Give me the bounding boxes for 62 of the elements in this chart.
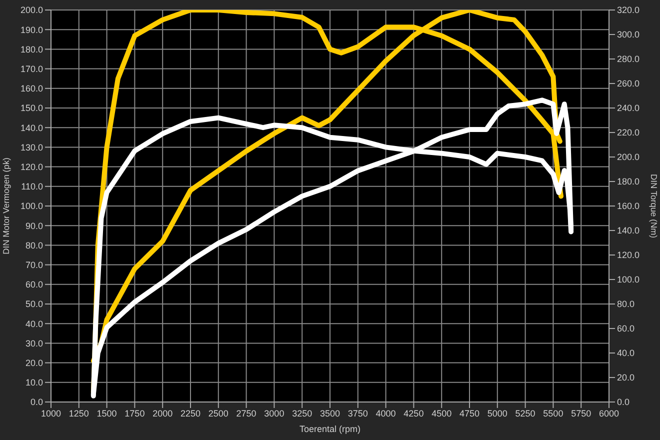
y-tick-label: 160.0 (20, 84, 43, 94)
x-tick-label: 2250 (180, 408, 201, 418)
y2-tick-label: 220.0 (617, 128, 640, 138)
y-axis-title: DIN Motor Vermogen (pk) (1, 157, 12, 254)
y-tick-label: 50.0 (25, 299, 43, 310)
y-tick-label: 130.0 (20, 142, 43, 152)
y-tick-label: 110.0 (21, 182, 43, 192)
y-tick-label: 150.0 (20, 103, 43, 114)
y-tick-label: 90.0 (25, 220, 43, 231)
x-tick-label: 2750 (236, 408, 256, 418)
y2-tick-label: 40.0 (617, 348, 635, 358)
x-tick-label: 5500 (543, 408, 564, 418)
y-tick-label: 120.0 (20, 162, 43, 172)
y-tick-label: 100.0 (20, 201, 43, 212)
x-tick-label: 3500 (320, 408, 340, 418)
y-tick-label: 170.0 (20, 64, 43, 74)
x-tick-label: 2000 (152, 408, 173, 418)
y2-tick-label: 120.0 (617, 250, 640, 260)
y2-tick-label: 160.0 (617, 201, 640, 212)
x-tick-label: 2500 (208, 408, 228, 418)
y2-tick-label: 240.0 (617, 103, 640, 114)
y2-tick-label: 280.0 (617, 54, 640, 64)
y2-tick-label: 260.0 (617, 78, 640, 89)
y-tick-label: 0.0 (30, 397, 43, 408)
x-tick-label: 5250 (515, 408, 536, 418)
y-tick-label: 200.0 (20, 5, 43, 16)
y-tick-label: 30.0 (25, 338, 43, 348)
x-tick-label: 4250 (404, 408, 424, 418)
x-tick-label: 1750 (124, 408, 145, 418)
x-tick-label: 3000 (264, 408, 284, 418)
y-tick-label: 70.0 (25, 260, 43, 270)
x-tick-label: 4750 (459, 408, 480, 418)
y-tick-label: 60.0 (25, 280, 43, 290)
x-tick-label: 4000 (376, 408, 396, 418)
y2-tick-label: 80.0 (617, 299, 635, 310)
x-tick-label: 4500 (432, 408, 452, 418)
y2-tick-label: 100.0 (617, 274, 640, 285)
y-tick-label: 80.0 (25, 240, 43, 250)
y2-tick-label: 200.0 (617, 152, 640, 162)
y2-axis-title: DIN Torque (Nm) (648, 174, 659, 238)
y-tick-label: 140.0 (20, 122, 43, 133)
y-tick-label: 10.0 (25, 378, 43, 388)
y-tick-label: 20.0 (25, 358, 43, 368)
x-tick-label: 1500 (96, 408, 117, 418)
y2-tick-label: 140.0 (617, 226, 640, 236)
y-tick-label: 180.0 (20, 44, 43, 54)
x-tick-label: 1250 (68, 408, 89, 418)
y2-tick-label: 20.0 (617, 372, 635, 383)
x-tick-label: 6000 (598, 408, 620, 418)
x-tick-label: 1000 (40, 408, 62, 418)
x-axis-title: Toerental (rpm) (299, 424, 361, 434)
y2-tick-label: 320.0 (617, 5, 640, 16)
y2-tick-label: 300.0 (617, 30, 640, 40)
y-tick-label: 40.0 (25, 318, 43, 329)
x-tick-label: 5000 (487, 408, 508, 418)
y2-tick-label: 60.0 (617, 324, 635, 334)
x-tick-label: 5750 (571, 408, 592, 418)
x-tick-label: 3750 (348, 408, 368, 418)
y2-tick-label: 180.0 (617, 176, 640, 187)
y2-tick-label: 0.0 (617, 397, 630, 408)
y-tick-label: 190.0 (20, 24, 43, 35)
x-tick-label: 3250 (292, 408, 312, 418)
